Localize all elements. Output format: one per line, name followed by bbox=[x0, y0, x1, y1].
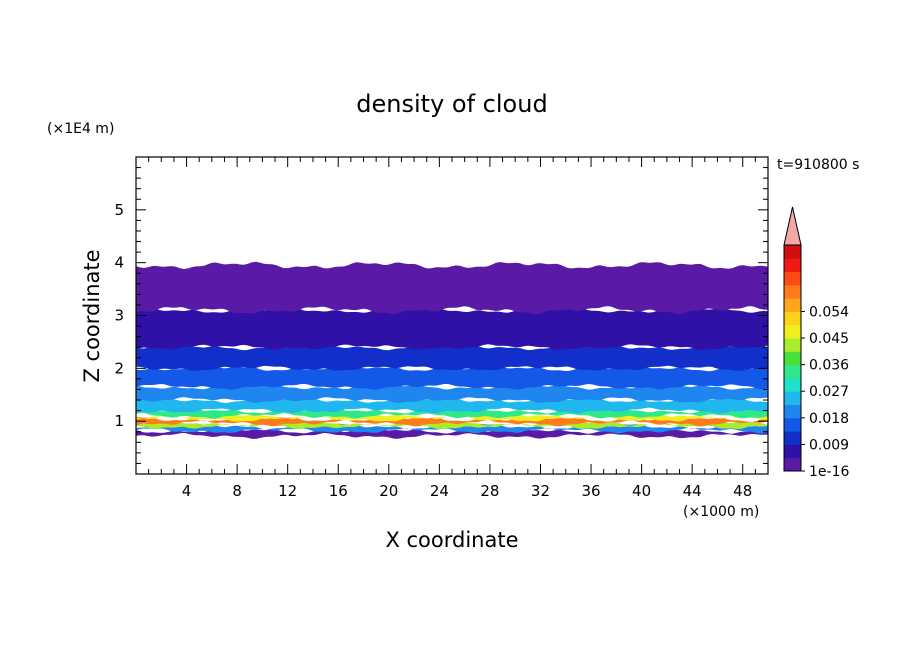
colorbar-swatch bbox=[784, 444, 801, 459]
x-tick-label: 12 bbox=[278, 482, 297, 500]
contour-band bbox=[136, 307, 768, 351]
y-axis-label: Z coordinate bbox=[80, 249, 104, 382]
colorbar-label: 1e-16 bbox=[809, 464, 849, 480]
contour-band bbox=[136, 344, 768, 371]
colorbar-swatch bbox=[784, 338, 801, 352]
colorbar-swatch bbox=[784, 245, 801, 259]
colorbar: 1e-16 0.009 0.018 0.027 0.036 0.045 0.054 bbox=[783, 206, 849, 480]
colorbar-swatch bbox=[784, 417, 801, 432]
colorbar-swatch bbox=[784, 351, 801, 366]
contour-band bbox=[136, 397, 768, 414]
x-tick-label: 36 bbox=[581, 482, 600, 500]
colorbar-frame bbox=[783, 244, 802, 472]
colorbar-label: 0.018 bbox=[809, 411, 849, 427]
y-unit-label: (×1E4 m) bbox=[47, 121, 114, 137]
colorbar-swatch bbox=[784, 284, 801, 299]
x-tick-label: 16 bbox=[329, 482, 348, 500]
x-tick-label: 28 bbox=[480, 482, 499, 500]
colorbar-swatch bbox=[784, 431, 801, 445]
colorbar-swatch bbox=[784, 258, 801, 273]
y-tick-label: 1 bbox=[114, 412, 124, 430]
colorbar-swatch bbox=[784, 391, 801, 406]
colorbar-label: 0.036 bbox=[809, 358, 849, 374]
contour-band bbox=[136, 427, 768, 439]
colorbar-swatch bbox=[784, 457, 801, 472]
x-tick-label: 24 bbox=[430, 482, 449, 500]
colorbar-swatch bbox=[784, 404, 801, 419]
contour-band bbox=[136, 383, 768, 403]
contour-band bbox=[136, 261, 768, 315]
colorbar-label: 0.027 bbox=[809, 384, 849, 400]
contour-field bbox=[136, 261, 768, 439]
x-tick-label: 4 bbox=[182, 482, 192, 500]
colorbar-swatch bbox=[784, 324, 801, 339]
colorbar-extend-triangle bbox=[783, 206, 802, 246]
colorbar-swatch bbox=[784, 298, 801, 312]
x-tick-label: 40 bbox=[632, 482, 651, 500]
colorbar-label: 0.045 bbox=[809, 331, 849, 347]
y-tick-label: 2 bbox=[114, 359, 124, 377]
x-unit-label: (×1000 m) bbox=[683, 504, 759, 520]
y-tick-label: 3 bbox=[114, 307, 124, 325]
colorbar-label: 0.009 bbox=[809, 437, 849, 453]
x-tick-label: 48 bbox=[733, 482, 752, 500]
chart-title: density of cloud bbox=[356, 90, 547, 118]
colorbar-swatch bbox=[784, 364, 801, 379]
y-tick-label: 5 bbox=[114, 201, 124, 219]
x-tick-label: 44 bbox=[683, 482, 702, 500]
x-tick-label: 8 bbox=[232, 482, 242, 500]
colorbar-swatch bbox=[784, 311, 801, 326]
x-axis-label: X coordinate bbox=[385, 528, 518, 552]
colorbar-label: 0.054 bbox=[809, 304, 849, 320]
x-tick-label: 20 bbox=[379, 482, 398, 500]
time-label: t=910800 s bbox=[777, 157, 859, 173]
y-tick-label: 4 bbox=[114, 254, 124, 272]
colorbar-swatch bbox=[784, 377, 801, 392]
contour-band bbox=[136, 365, 768, 390]
colorbar-swatch bbox=[784, 271, 801, 286]
x-tick-label: 32 bbox=[531, 482, 550, 500]
